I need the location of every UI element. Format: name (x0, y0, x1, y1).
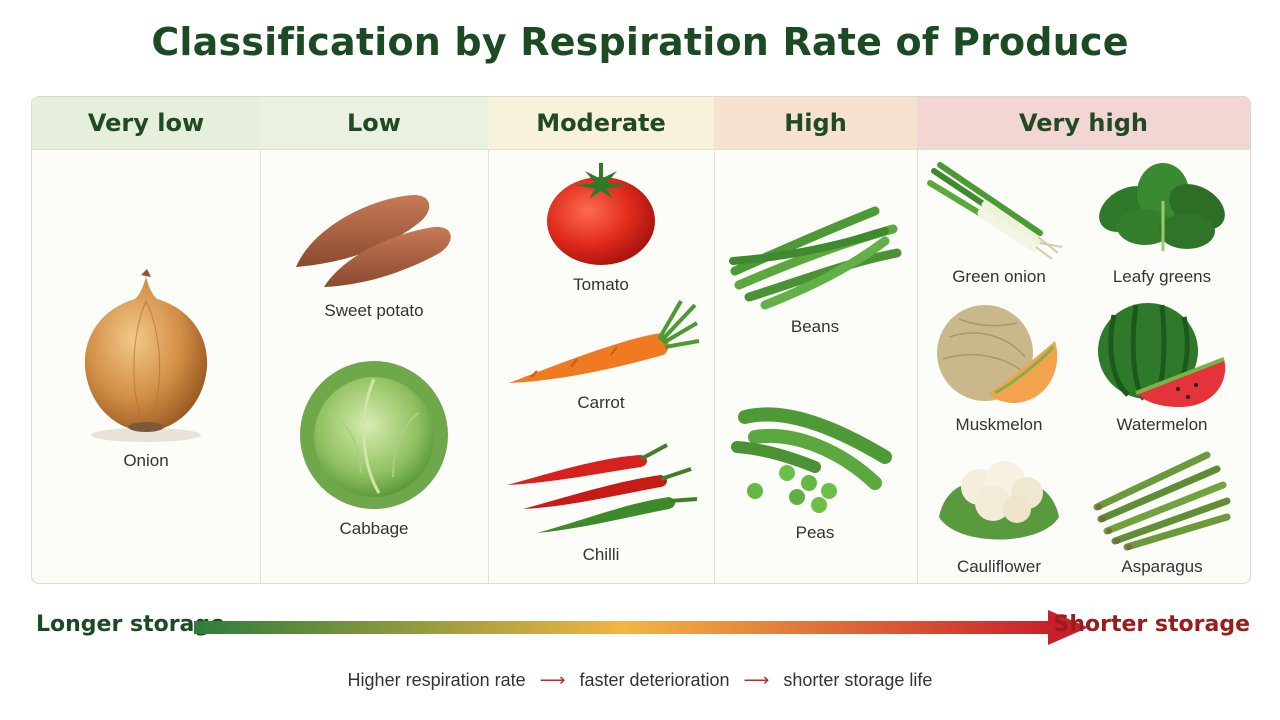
muskmelon-image (937, 305, 1058, 403)
column-high: High Beans (714, 97, 918, 583)
produce-cabbage: Cabbage (274, 353, 474, 539)
cabbage-image (300, 361, 448, 509)
produce-label: Beans (790, 317, 840, 336)
produce-label: Peas (795, 523, 835, 542)
produce-green-onion: Green onion (924, 161, 1074, 287)
produce-chilli: Chilli (501, 429, 701, 565)
produce-label: Cauliflower (956, 557, 1042, 576)
produce-muskmelon: Muskmelon (924, 297, 1074, 435)
produce-label: Green onion (952, 267, 1046, 286)
produce-peas: Peas (715, 387, 915, 543)
column-low: Low Sweet potato (260, 97, 489, 583)
produce-label: Leafy greens (1112, 267, 1212, 286)
column-very-low: Very low Onion (32, 97, 261, 583)
produce-label: Carrot (577, 393, 625, 412)
produce-leafy-greens: Leafy greens (1087, 161, 1237, 287)
produce-label: Watermelon (1116, 415, 1208, 434)
right-arrow-icon: ⟶ (539, 670, 566, 690)
produce-cauliflower: Cauliflower (924, 447, 1074, 577)
column-header-very-high: Very high (917, 97, 1250, 150)
sweet-potato-image (296, 195, 451, 287)
produce-label: Tomato (573, 275, 629, 294)
peas-image (731, 407, 892, 513)
produce-beans: Beans (715, 201, 915, 337)
column-very-high: Very high Green onion (917, 97, 1250, 583)
footer-step-1: Higher respiration rate (347, 670, 526, 690)
produce-label: Asparagus (1121, 557, 1203, 576)
right-arrow-icon: ⟶ (743, 670, 770, 690)
shorter-storage-label: Shorter storage (1053, 612, 1250, 637)
asparagus-image (1093, 451, 1231, 551)
produce-asparagus: Asparagus (1087, 447, 1237, 577)
column-header-high: High (714, 97, 917, 150)
column-header-very-low: Very low (32, 97, 260, 150)
longer-storage-label: Longer storage (36, 612, 226, 637)
produce-tomato: Tomato (501, 157, 701, 295)
chilli-image (507, 443, 698, 533)
footer-step-3: shorter storage life (783, 670, 933, 690)
green-onion-image (927, 162, 1063, 260)
column-moderate: Moderate Tomato Carrot (488, 97, 715, 583)
gradient-arrow-icon (194, 610, 1088, 645)
produce-onion: Onion (46, 265, 246, 471)
column-header-low: Low (260, 97, 488, 150)
footer-chain: Higher respiration rate ⟶ faster deterio… (0, 670, 1280, 691)
produce-label: Muskmelon (955, 415, 1043, 434)
produce-label: Sweet potato (324, 301, 424, 320)
classification-board: Very low Onion Low (31, 96, 1251, 584)
cauliflower-image (939, 461, 1059, 540)
beans-image (729, 206, 902, 310)
produce-watermelon: Watermelon (1087, 297, 1237, 435)
produce-label: Onion (123, 451, 169, 470)
page-title: Classification by Respiration Rate of Pr… (151, 20, 1129, 64)
produce-label: Cabbage (339, 519, 409, 538)
produce-sweet-potato: Sweet potato (274, 175, 474, 321)
watermelon-image (1098, 303, 1226, 407)
footer-step-2: faster deterioration (579, 670, 730, 690)
produce-carrot: Carrot (501, 297, 701, 413)
storage-scale: Longer storage Shorter storage (0, 600, 1280, 652)
column-header-moderate: Moderate (488, 97, 714, 150)
produce-label: Chilli (582, 545, 620, 564)
onion-image (84, 269, 208, 442)
leafy-greens-image (1099, 163, 1225, 251)
tomato-image (547, 163, 655, 265)
carrot-image (509, 299, 700, 383)
